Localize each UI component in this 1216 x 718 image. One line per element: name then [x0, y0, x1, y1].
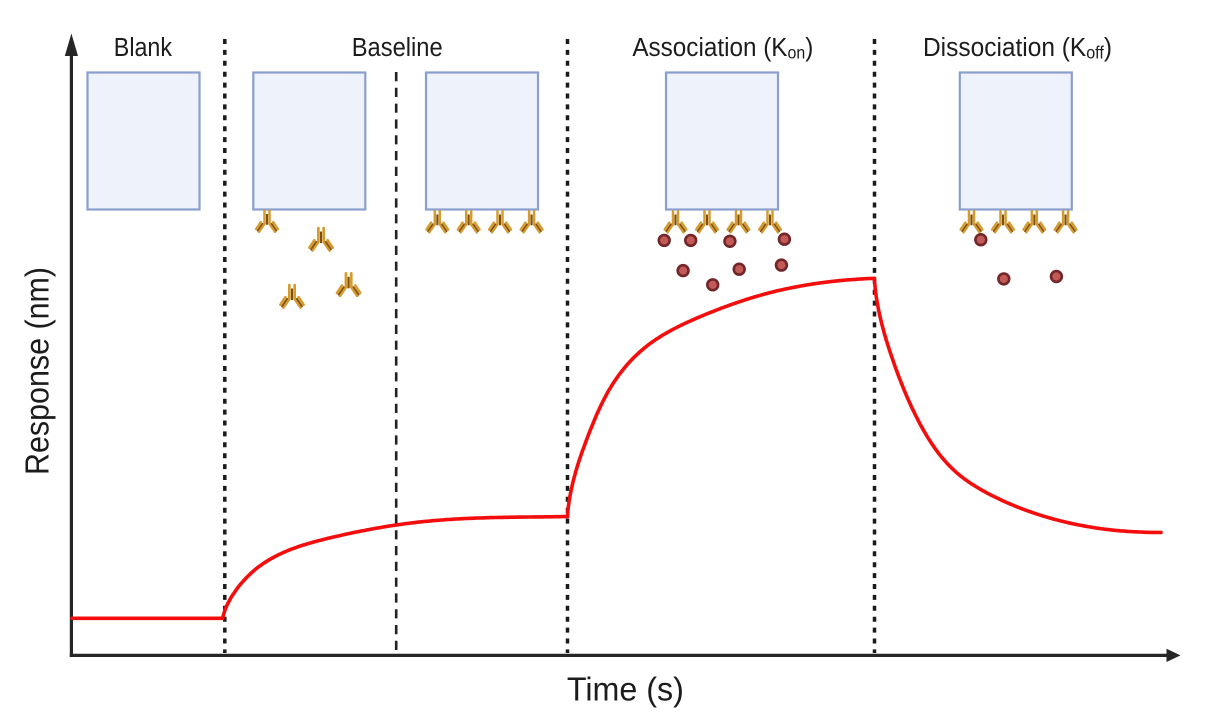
svg-text:Association (Kon): Association (Kon) — [632, 32, 813, 63]
svg-text:Response (nm): Response (nm) — [18, 267, 55, 475]
svg-text:Baseline: Baseline — [352, 32, 443, 62]
svg-text:Dissociation (Koff): Dissociation (Koff) — [923, 32, 1112, 63]
svg-text:Blank: Blank — [114, 32, 173, 62]
svg-text:Time (s): Time (s) — [567, 670, 684, 707]
